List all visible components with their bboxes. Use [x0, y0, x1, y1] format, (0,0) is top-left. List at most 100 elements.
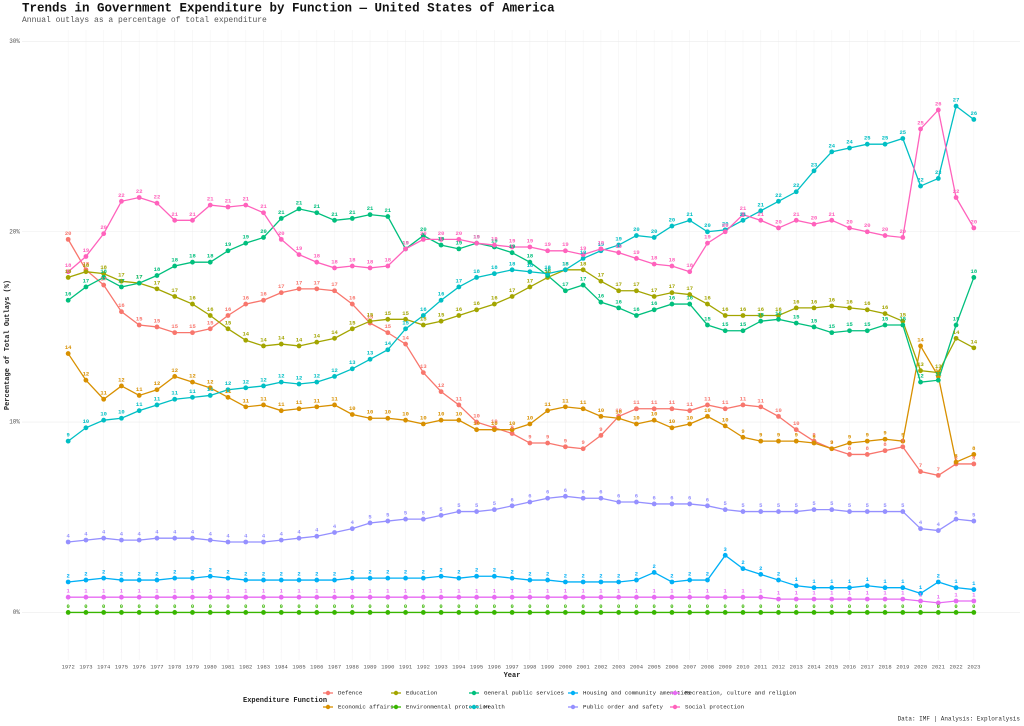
- data-label: 18: [189, 253, 196, 260]
- data-label: 7: [937, 466, 940, 473]
- data-point: [776, 198, 781, 204]
- data-point: [314, 577, 320, 583]
- data-point: [811, 610, 817, 615]
- data-label: 22: [793, 182, 800, 189]
- data-point: [669, 290, 675, 296]
- x-tick-label: 1988: [346, 663, 359, 670]
- data-point: [403, 594, 408, 600]
- data-label: 15: [828, 323, 835, 330]
- data-point: [456, 236, 462, 242]
- data-point: [509, 575, 515, 581]
- data-point: [154, 535, 160, 541]
- x-tick-label: 1981: [221, 663, 235, 670]
- data-label: 0: [848, 603, 851, 610]
- x-tick-label: 2012: [772, 663, 785, 670]
- data-label: 1: [315, 588, 319, 595]
- data-point: [864, 583, 870, 589]
- data-label: 5: [795, 502, 799, 509]
- legend-label: Environmental protection: [406, 704, 490, 711]
- data-label: 0: [404, 603, 407, 610]
- data-label: 2: [244, 571, 247, 578]
- data-label: 15: [722, 321, 729, 328]
- data-point: [403, 316, 408, 322]
- data-label: 10: [491, 418, 498, 425]
- data-label: 4: [226, 532, 230, 539]
- data-point: [580, 267, 586, 273]
- data-label: 10: [385, 409, 392, 416]
- data-label: 16: [598, 293, 605, 300]
- data-label: 1: [386, 588, 390, 595]
- data-point: [651, 501, 657, 507]
- data-point: [705, 594, 710, 600]
- x-tick-label: 2011: [754, 663, 768, 670]
- data-point: [154, 610, 160, 615]
- data-point: [190, 535, 195, 541]
- data-label: 11: [296, 399, 303, 406]
- data-point: [332, 577, 337, 583]
- data-point: [634, 594, 639, 600]
- data-point: [172, 575, 178, 581]
- data-point: [634, 499, 639, 505]
- data-point: [225, 204, 231, 210]
- data-point: [705, 322, 710, 328]
- data-point: [847, 610, 852, 615]
- data-label: 12: [935, 371, 942, 378]
- data-point: [882, 436, 888, 442]
- data-label: 0: [599, 603, 602, 610]
- legend-swatch: [672, 704, 678, 710]
- data-point: [243, 385, 249, 391]
- data-point: [616, 499, 622, 505]
- data-point: [758, 438, 764, 444]
- data-label: 16: [793, 298, 800, 305]
- data-label: 9: [546, 433, 549, 440]
- data-point: [598, 594, 604, 600]
- data-point: [900, 509, 906, 514]
- data-point: [278, 594, 284, 600]
- data-label: 6: [688, 494, 691, 501]
- data-label: 5: [901, 502, 905, 509]
- data-label: 1: [209, 588, 213, 595]
- data-label: 17: [313, 279, 320, 286]
- data-label: 15: [704, 315, 711, 322]
- data-label: 16: [757, 306, 764, 313]
- data-point: [332, 374, 337, 379]
- data-point: [420, 575, 426, 581]
- data-label: 20: [100, 224, 107, 231]
- data-label: 18: [544, 268, 551, 275]
- data-label: 20: [651, 228, 658, 235]
- data-point: [758, 610, 764, 615]
- data-point: [83, 537, 89, 543]
- data-label: 2: [351, 569, 354, 576]
- data-label: 11: [242, 397, 249, 404]
- data-label: 11: [686, 401, 693, 408]
- data-point: [616, 594, 622, 600]
- data-label: 21: [242, 196, 249, 203]
- x-tick-label: 1972: [62, 663, 75, 670]
- data-label: 17: [580, 275, 587, 282]
- data-label: 2: [138, 571, 141, 578]
- data-label: 2: [120, 571, 123, 578]
- data-point: [722, 423, 728, 429]
- data-point: [634, 610, 639, 615]
- data-label: 19: [562, 241, 569, 248]
- data-label: 22: [136, 188, 143, 195]
- data-label: 0: [812, 603, 815, 610]
- data-label: 21: [793, 211, 800, 218]
- data-point: [367, 356, 373, 362]
- data-label: 0: [510, 603, 513, 610]
- data-label: 20: [899, 228, 906, 235]
- legend-item: Economic affairs: [323, 704, 394, 711]
- points: [65, 103, 977, 615]
- data-label: 11: [580, 399, 587, 406]
- data-label: 2: [510, 569, 513, 576]
- data-label: 20: [846, 218, 853, 225]
- data-point: [491, 610, 497, 615]
- data-label: 16: [615, 298, 622, 305]
- data-label: 0: [830, 603, 833, 610]
- data-point: [243, 577, 249, 583]
- data-point: [864, 229, 870, 235]
- data-label: 20: [420, 230, 427, 237]
- data-label: 0: [297, 603, 300, 610]
- data-label: 2: [564, 572, 567, 579]
